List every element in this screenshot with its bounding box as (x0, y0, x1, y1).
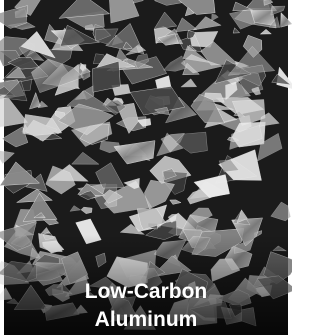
caption-line: Low-Carbon (85, 280, 207, 303)
aluminum-photo: Low-Carbon Aluminum (0, 0, 292, 335)
product-tile[interactable]: Low-Carbon Aluminum (0, 0, 292, 335)
caption-line: Aluminum (95, 308, 198, 331)
